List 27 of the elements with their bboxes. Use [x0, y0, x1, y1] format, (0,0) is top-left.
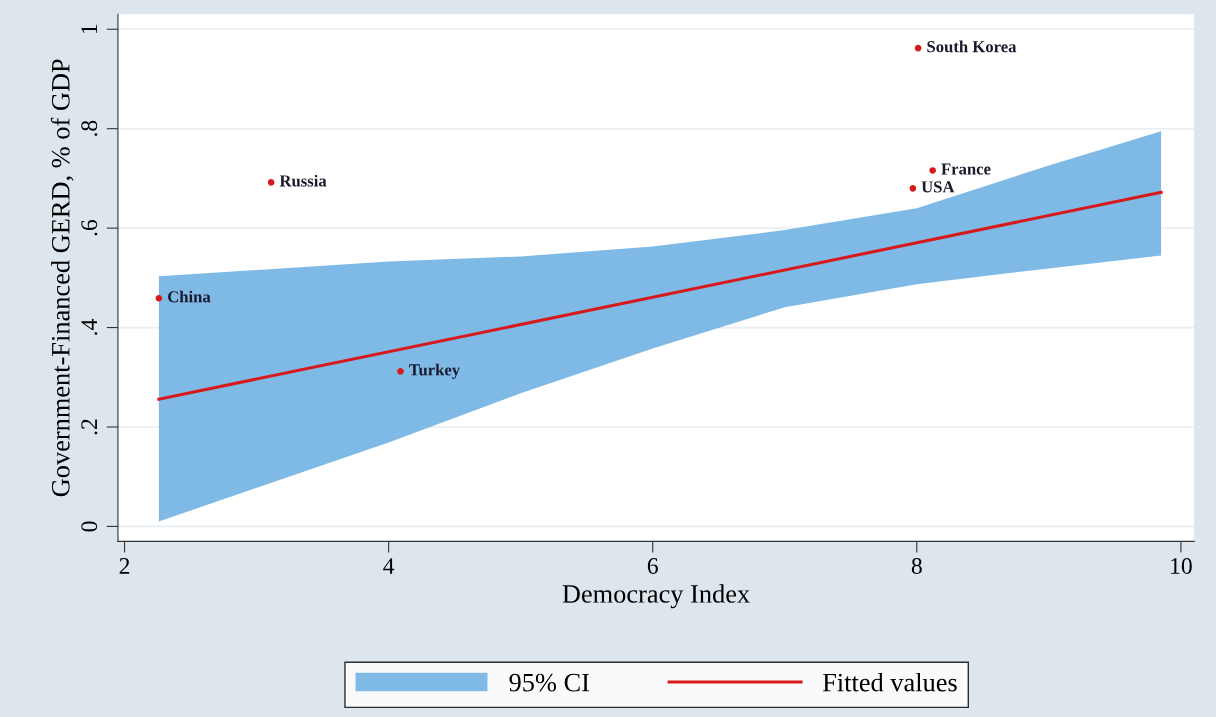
- x-tick-label: 4: [383, 558, 395, 574]
- y-tick-label: 1: [81, 24, 97, 34]
- annotation: South Korea: [927, 40, 1017, 53]
- x-axis-title: Democracy Index: [562, 584, 750, 609]
- y-axis-title: Government-Financed GERD, % of GDP: [50, 59, 74, 497]
- y-tick-label: 0: [81, 521, 98, 532]
- point: [914, 44, 922, 52]
- legend-label: 95% CI: [509, 673, 590, 692]
- annotation: Russia: [279, 174, 327, 187]
- x-tick-label: 2: [119, 558, 130, 574]
- annotation: China: [168, 290, 211, 303]
- point: [929, 167, 936, 174]
- point: [909, 185, 917, 192]
- x-tick-label: 8: [911, 557, 922, 574]
- annotation: USA: [921, 181, 955, 193]
- annotation: Turkey: [409, 363, 460, 379]
- y-tick-label: .6: [81, 219, 98, 236]
- x-tick-label: 6: [647, 558, 658, 574]
- y-tick-label: .2: [81, 419, 98, 435]
- point: [155, 294, 163, 302]
- legend-label: Fitted values: [822, 672, 957, 692]
- y-tick-label: .8: [81, 120, 98, 136]
- y-tick-label: .4: [81, 319, 98, 335]
- annotation: France: [941, 163, 991, 175]
- point: [397, 368, 404, 375]
- x-tick-label: 10: [1171, 557, 1192, 574]
- point: [267, 179, 275, 186]
